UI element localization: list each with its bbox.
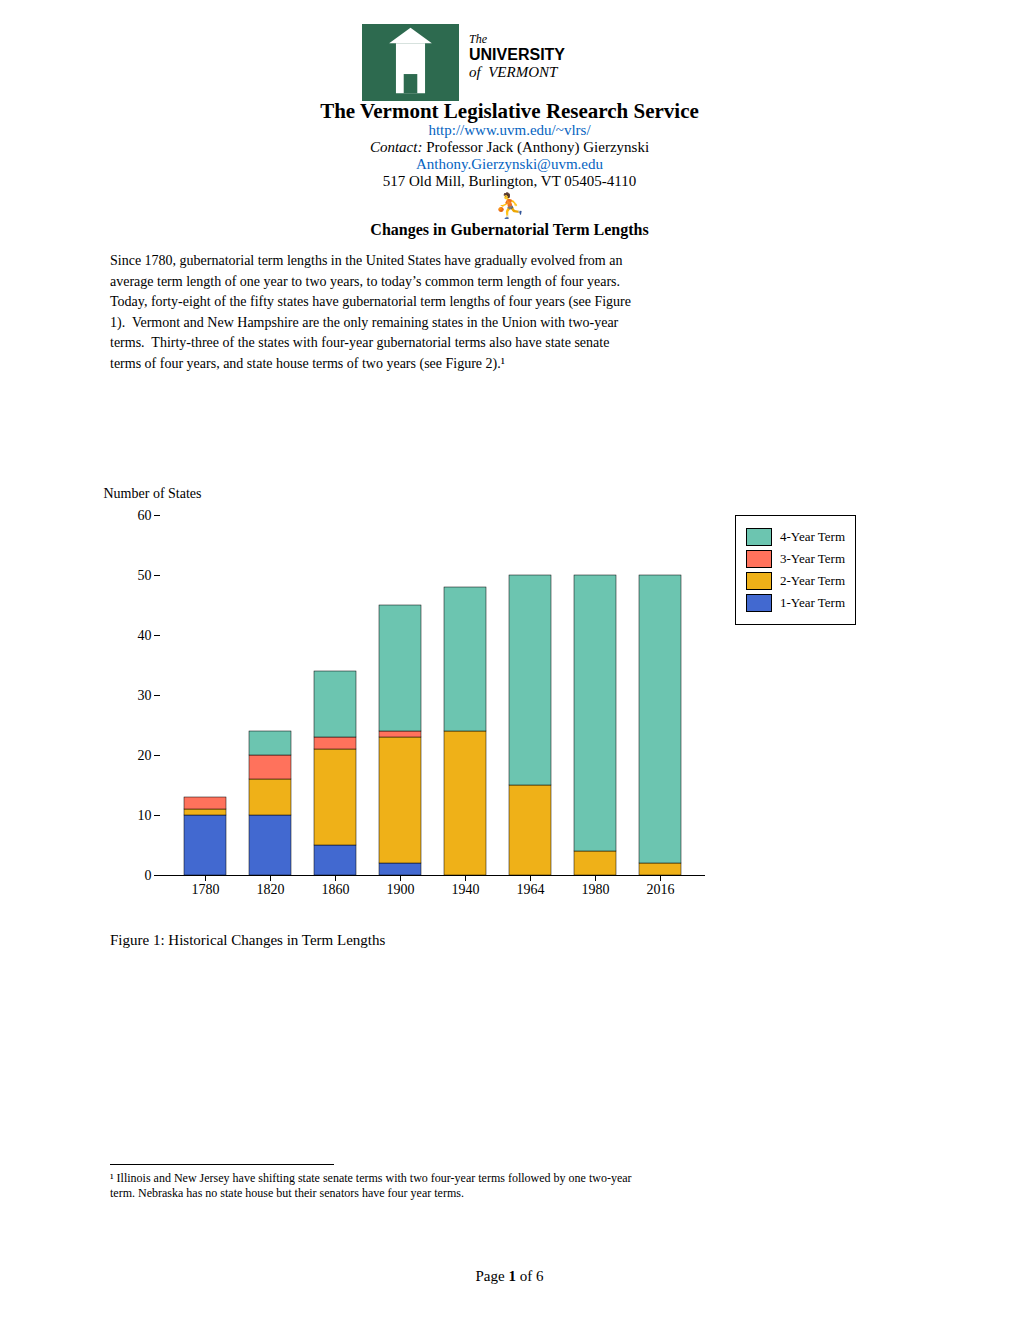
html-text:4-Year Term: 4-Year Term	[780, 529, 845, 544]
html-text:of VERMONT: of VERMONT	[469, 64, 558, 80]
svg-text:1900: 1900	[387, 882, 415, 897]
svg-text:40: 40	[138, 628, 152, 643]
html-text:UNIVERSITY: UNIVERSITY	[469, 46, 565, 63]
svg-text:1980: 1980	[582, 882, 610, 897]
html-text:terms of four years, and state: terms of four years, and state house ter…	[110, 355, 505, 371]
svg-text:1860: 1860	[322, 882, 350, 897]
svg-text:30: 30	[138, 688, 152, 703]
html-text:Changes in Gubernatorial Term: Changes in Gubernatorial Term Lengths	[370, 221, 649, 238]
html-text:terms. Thirty-three of the sta: terms. Thirty-three of the states with f…	[110, 335, 610, 350]
html-text:Figure 1: Historical Changes i: Figure 1: Historical Changes in Term Len…	[110, 932, 386, 948]
html-text:2-Year Term: 2-Year Term	[780, 573, 845, 588]
svg-text:0: 0	[145, 868, 152, 883]
html-text:http://www.uvm.edu/~vlrs/: http://www.uvm.edu/~vlrs/	[428, 122, 591, 138]
svg-text:1940: 1940	[452, 882, 480, 897]
html-text:Page 1 of 6: Page 1 of 6	[475, 1268, 544, 1284]
svg-text:1964: 1964	[517, 882, 545, 897]
svg-text:20: 20	[138, 748, 152, 763]
html-text:1). Vermont and New Hampshire: 1). Vermont and New Hampshire are the on…	[110, 314, 619, 330]
html-text:Contact: Professor Jack (Antho: Contact: Professor Jack (Anthony) Gierzy…	[369, 139, 650, 155]
html-text:The Vermont Legislative Resear: The Vermont Legislative Research Service	[320, 99, 699, 123]
svg-text:50: 50	[138, 568, 152, 583]
html-text:average term length of one yea: average term length of one year to two y…	[110, 273, 621, 289]
html-text:The: The	[469, 32, 487, 46]
svg-text:2016: 2016	[647, 882, 675, 897]
svg-text:1820: 1820	[257, 882, 285, 897]
html-text:Today, forty-eight of the fift: Today, forty-eight of the fifty states h…	[110, 294, 631, 309]
html-text:¹ Illinois and New Jersey have: ¹ Illinois and New Jersey have shifting …	[110, 1171, 632, 1185]
svg-text:10: 10	[138, 808, 152, 823]
svg-text:1780: 1780	[192, 882, 220, 897]
html-text:Anthony.Gierzynski@uvm.edu: Anthony.Gierzynski@uvm.edu	[416, 156, 603, 172]
html-text:3-Year Term: 3-Year Term	[780, 551, 845, 566]
html-text:term. Nebraska has no state ho: term. Nebraska has no state house but th…	[110, 1186, 464, 1200]
svg-text:60: 60	[138, 508, 152, 523]
html-text:Since 1780, gubernatorial term: Since 1780, gubernatorial term lengths i…	[110, 253, 623, 268]
html-text:517 Old Mill, Burlington, VT 0: 517 Old Mill, Burlington, VT 05405-4110	[382, 173, 637, 189]
html-text:1-Year Term: 1-Year Term	[780, 595, 845, 610]
svg-text:Number of States: Number of States	[104, 486, 202, 501]
